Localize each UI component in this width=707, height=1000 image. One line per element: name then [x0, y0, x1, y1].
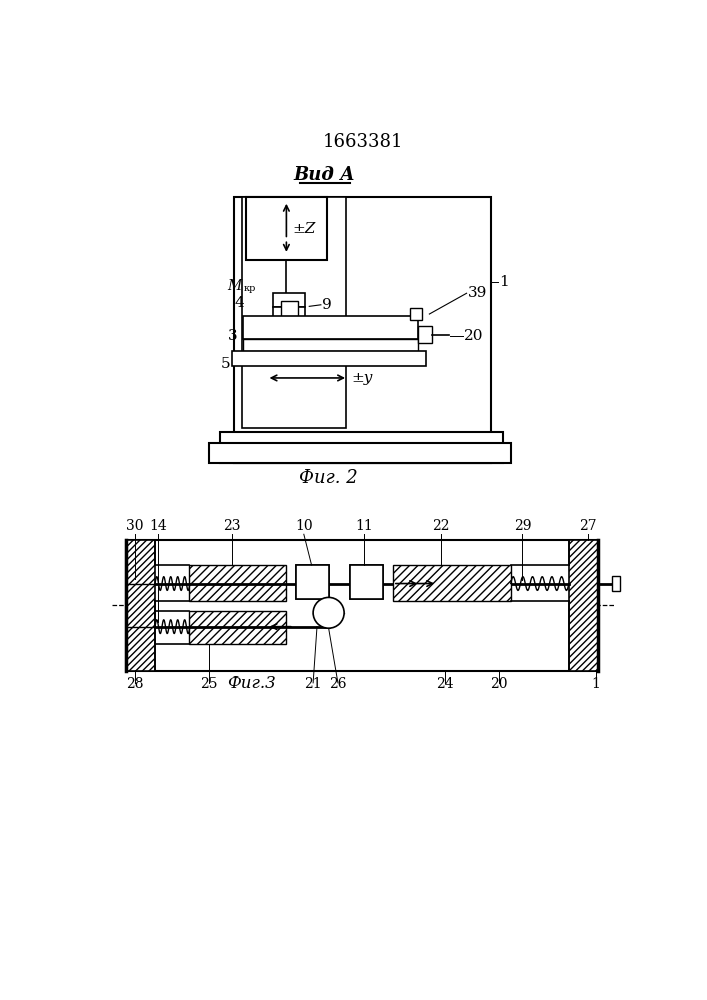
Bar: [351, 565, 383, 599]
Text: М: М: [228, 279, 242, 293]
Bar: [273, 307, 305, 320]
Bar: [242, 197, 346, 428]
Text: 30: 30: [126, 519, 144, 533]
Text: ±Z: ±Z: [293, 222, 316, 236]
Text: 1663381: 1663381: [322, 133, 403, 151]
Bar: [246, 197, 327, 260]
Text: кр: кр: [243, 284, 256, 293]
Text: 5: 5: [221, 357, 230, 371]
Bar: [232, 351, 426, 366]
Text: 20: 20: [491, 677, 508, 691]
Text: 23: 23: [223, 519, 240, 533]
Text: 3: 3: [228, 329, 238, 343]
Bar: [243, 316, 418, 339]
Bar: [189, 565, 286, 601]
Text: 25: 25: [200, 677, 217, 691]
Bar: [220, 432, 503, 463]
Bar: [273, 293, 305, 307]
Text: Фиг. 2: Фиг. 2: [299, 469, 358, 487]
Bar: [296, 565, 329, 599]
Bar: [351, 565, 383, 599]
Text: 1: 1: [499, 275, 509, 289]
Text: ±y: ±y: [352, 371, 373, 385]
Bar: [234, 197, 491, 463]
Text: Фиг.3: Фиг.3: [227, 675, 276, 692]
Text: 14: 14: [149, 519, 167, 533]
Text: 11: 11: [356, 519, 373, 533]
Bar: [296, 565, 329, 599]
Text: 20: 20: [464, 329, 484, 343]
Bar: [410, 308, 421, 320]
Bar: [418, 326, 432, 343]
Bar: [126, 540, 598, 671]
Bar: [189, 611, 286, 644]
Text: 29: 29: [513, 519, 531, 533]
Text: 26: 26: [329, 677, 346, 691]
Text: 21: 21: [304, 677, 322, 691]
Text: 27: 27: [580, 519, 597, 533]
Circle shape: [313, 597, 344, 628]
Text: 24: 24: [436, 677, 454, 691]
Text: 10: 10: [295, 519, 312, 533]
Polygon shape: [449, 330, 459, 339]
Bar: [243, 339, 418, 351]
Bar: [569, 540, 598, 671]
Text: Вид А: Вид А: [294, 166, 356, 184]
Text: 22: 22: [432, 519, 450, 533]
Text: 4: 4: [235, 296, 245, 310]
Text: 28: 28: [126, 677, 144, 691]
Bar: [126, 540, 155, 671]
Bar: [281, 301, 298, 318]
Text: 9: 9: [322, 298, 332, 312]
Bar: [209, 443, 510, 463]
Text: 1: 1: [592, 677, 600, 691]
Text: 39: 39: [468, 286, 488, 300]
Bar: [612, 576, 620, 591]
Bar: [393, 565, 510, 601]
